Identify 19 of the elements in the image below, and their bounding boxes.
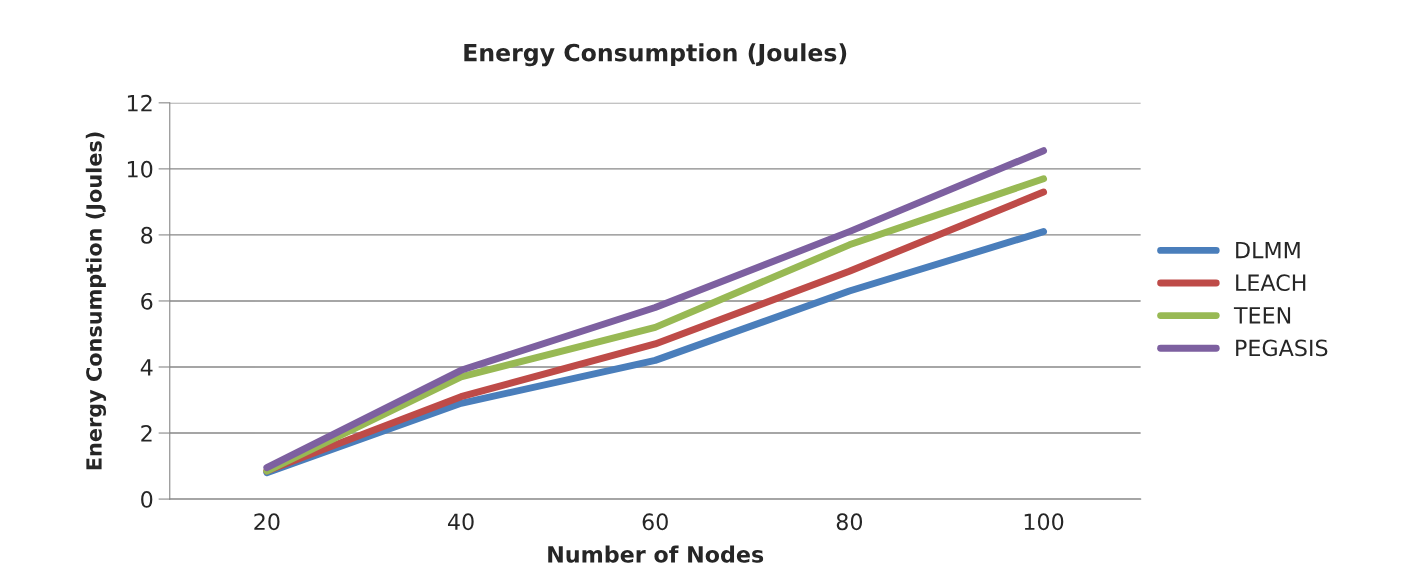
- y-tick-label: 2: [141, 424, 152, 442]
- x-tick-label: 60: [642, 513, 668, 531]
- y-axis-title: Energy Consumption (Joules): [85, 132, 107, 470]
- x-tick-label: 40: [447, 513, 474, 531]
- y-tick-label: 10: [127, 160, 153, 178]
- y-tick-label: 4: [140, 359, 153, 376]
- x-axis-title: Number of Nodes: [548, 545, 764, 563]
- y-tick-label: 6: [141, 292, 153, 310]
- legend-label: PEGASIS: [1236, 339, 1328, 357]
- legend-label: DLMM: [1236, 241, 1300, 259]
- x-tick-label: 100: [1024, 513, 1064, 531]
- chart-title: Energy Consumption (Joules): [464, 43, 847, 67]
- y-tick-label: 0: [141, 491, 153, 508]
- x-tick-label: 80: [836, 513, 863, 531]
- legend-label: TEEN: [1233, 307, 1291, 324]
- legend-label: LEACH: [1236, 274, 1306, 292]
- y-tick-label: 12: [127, 94, 152, 112]
- y-tick-label: 8: [141, 226, 153, 244]
- x-tick-label: 20: [254, 513, 280, 531]
